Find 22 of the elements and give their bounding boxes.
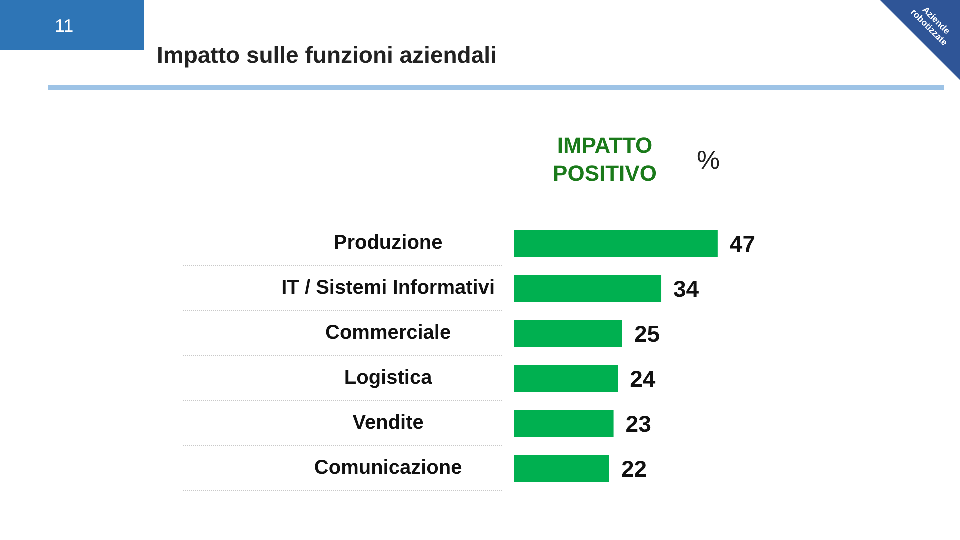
data-label: 23: [626, 410, 652, 437]
y-tick-label: IT / Sistemi Informativi: [282, 277, 496, 300]
y-tick-label: Produzione: [334, 232, 443, 254]
bar: [514, 230, 718, 257]
data-label: 47: [730, 230, 756, 257]
data-label: 25: [634, 320, 660, 347]
series-label: IMPATTO POSITIVO: [552, 132, 658, 188]
bar: [514, 275, 662, 302]
text: 11: [55, 16, 74, 37]
bar: [514, 365, 618, 392]
text: Impatto sulle funzioni aziendali: [157, 42, 497, 69]
text: %: [697, 145, 720, 176]
bar: [514, 455, 610, 482]
bar: [514, 410, 614, 437]
y-tick-label: Commerciale: [326, 322, 452, 344]
data-label: 24: [630, 366, 656, 392]
y-tick-label: Logistica: [344, 367, 434, 390]
y-tick-label: Vendite: [352, 412, 424, 434]
data-label: 22: [621, 456, 648, 482]
data-label: 34: [674, 276, 700, 302]
bar: [514, 320, 622, 347]
y-tick-label: Comunicazione: [314, 457, 462, 480]
